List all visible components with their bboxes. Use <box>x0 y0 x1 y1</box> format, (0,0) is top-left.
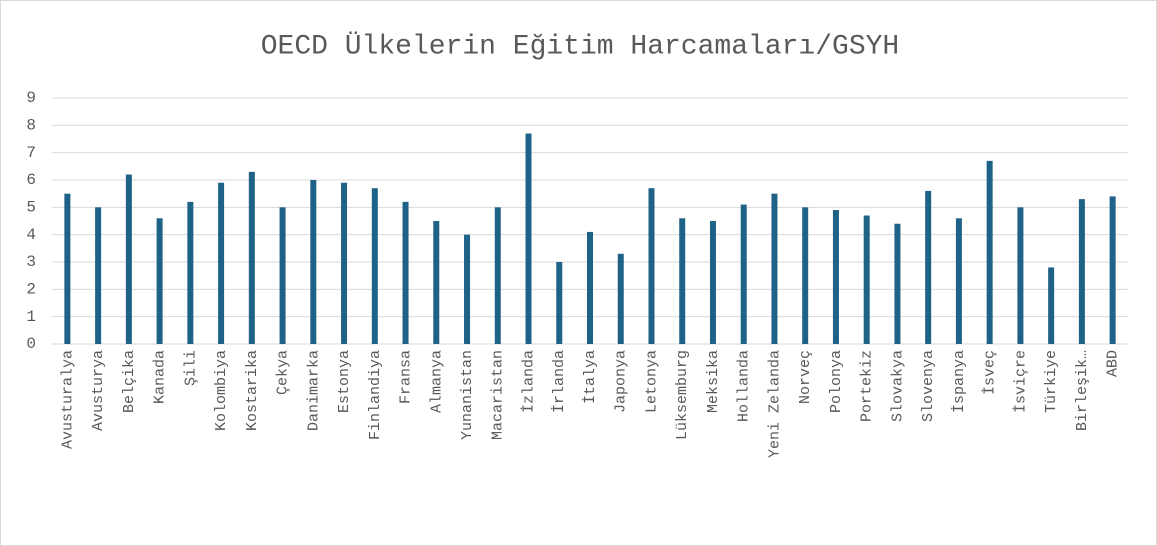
x-tick-label: İzlanda <box>519 350 537 413</box>
x-tick-label: Lüksemburg <box>674 350 691 440</box>
bar <box>894 223 901 344</box>
bar <box>1109 196 1116 344</box>
y-tick-label: 6 <box>26 171 36 189</box>
x-tick-label: İsviçre <box>1011 350 1029 413</box>
bar <box>525 133 532 344</box>
x-tick-label: Çekya <box>275 350 292 395</box>
bar <box>187 201 194 344</box>
bar <box>64 193 71 344</box>
x-tick-label: Avusturalya <box>59 350 76 449</box>
x-tick-label: Finlandiya <box>367 350 384 440</box>
bar <box>648 188 655 344</box>
bar <box>279 207 286 344</box>
x-tick-label: ABD <box>1105 350 1122 377</box>
bar <box>1017 207 1024 344</box>
bar <box>218 182 225 344</box>
x-tick-label: İtalya <box>581 350 599 404</box>
bar <box>925 190 932 344</box>
bar <box>402 201 409 344</box>
bar <box>1048 267 1055 344</box>
y-tick-label: 7 <box>26 144 36 162</box>
y-tick-label: 5 <box>26 199 36 217</box>
x-tick-label: Şili <box>182 350 199 386</box>
x-tick-label: Portekiz <box>859 350 876 422</box>
x-tick-label: Kolombiya <box>213 350 230 431</box>
bar <box>125 174 132 344</box>
bar <box>955 218 962 344</box>
bar <box>156 218 163 344</box>
bar <box>771 193 778 344</box>
bar <box>248 171 255 344</box>
x-tick-label: Yeni Zelanda <box>766 350 783 458</box>
y-tick-label: 2 <box>26 281 36 299</box>
x-tick-label: Belçika <box>121 350 138 413</box>
bar <box>556 262 563 344</box>
x-tick-label: Kanada <box>152 350 169 404</box>
x-tick-label: Türkiye <box>1043 350 1060 413</box>
bar <box>433 221 440 344</box>
y-tick-label: 4 <box>26 226 36 244</box>
bar <box>587 231 593 344</box>
x-tick-label: İrlanda <box>550 350 568 413</box>
bar <box>832 210 839 344</box>
bar <box>341 182 348 344</box>
x-tick-label: İspanya <box>950 350 968 413</box>
x-tick-label: Meksika <box>705 350 722 413</box>
x-tick-label: Slovenya <box>920 350 937 422</box>
x-tick-label: Kostarika <box>244 350 261 431</box>
x-tick-label: Birleşik… <box>1074 350 1091 431</box>
x-tick-label: Slovakya <box>889 350 906 422</box>
bar <box>1078 199 1085 344</box>
x-tick-label: Avusturya <box>90 350 107 431</box>
bar <box>494 207 501 344</box>
y-tick-label: 9 <box>26 89 36 107</box>
y-tick-label: 0 <box>26 335 36 353</box>
bar <box>464 234 471 344</box>
y-tick-label: 3 <box>26 253 36 271</box>
bar <box>863 215 870 344</box>
x-tick-label: Letonya <box>643 350 660 413</box>
x-tick-label: Almanya <box>428 350 445 413</box>
x-tick-label: Estonya <box>336 350 353 413</box>
x-tick-label: Macaristan <box>490 350 507 440</box>
y-tick-label: 8 <box>26 117 36 135</box>
y-tick-label: 1 <box>26 308 36 326</box>
bar <box>709 221 716 344</box>
bar <box>617 253 624 344</box>
bar <box>95 207 102 344</box>
x-tick-label: İsveç <box>981 350 999 395</box>
bar <box>802 207 809 344</box>
bar <box>986 160 993 344</box>
bar <box>371 188 378 344</box>
bar <box>310 180 317 344</box>
x-tick-label: Danimarka <box>305 350 322 431</box>
chart-title: OECD Ülkelerin Eğitim Harcamaları/GSYH <box>261 30 900 62</box>
bar <box>679 218 686 344</box>
x-tick-label: Japonya <box>613 350 630 413</box>
x-tick-label: Norveç <box>797 350 814 404</box>
x-tick-label: Fransa <box>398 350 415 404</box>
bar <box>740 204 747 344</box>
x-tick-label: Polonya <box>828 350 845 413</box>
x-tick-label: Hollanda <box>736 350 753 422</box>
x-tick-label: Yunanistan <box>459 350 476 440</box>
